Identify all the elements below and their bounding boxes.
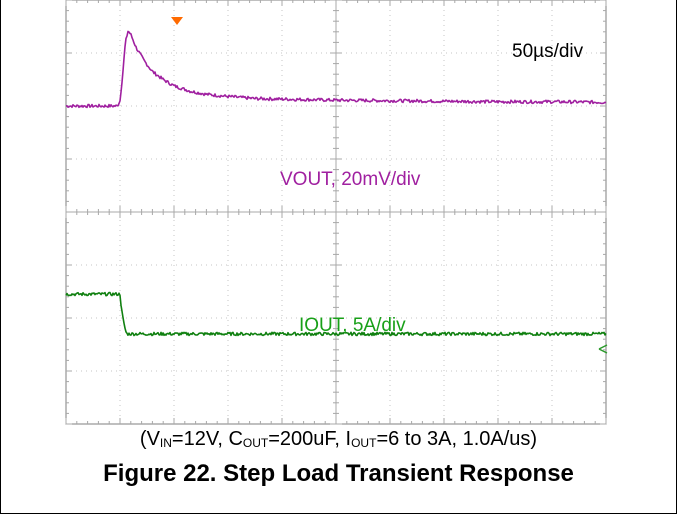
timebase-label: 50µs/div bbox=[512, 41, 584, 62]
vout-channel-label: VOUT, 20mV/div bbox=[280, 169, 421, 190]
iout-trace bbox=[65, 291, 607, 337]
channel-ground-marker bbox=[598, 344, 608, 354]
scope-grid bbox=[65, 0, 607, 425]
scope-traces bbox=[65, 30, 607, 337]
test-conditions: (VIN=12V, COUT=200uF, IOUT=6 to 3A, 1.0A… bbox=[139, 428, 538, 450]
iout-channel-label: IOUT, 5A/div bbox=[299, 315, 406, 336]
figure-title: Figure 22. Step Load Transient Response bbox=[103, 460, 574, 487]
trigger-marker bbox=[171, 17, 183, 25]
oscilloscope-chart: 50µs/div VOUT, 20mV/div IOUT, 5A/div bbox=[65, 0, 608, 425]
vout-trace bbox=[65, 30, 607, 109]
